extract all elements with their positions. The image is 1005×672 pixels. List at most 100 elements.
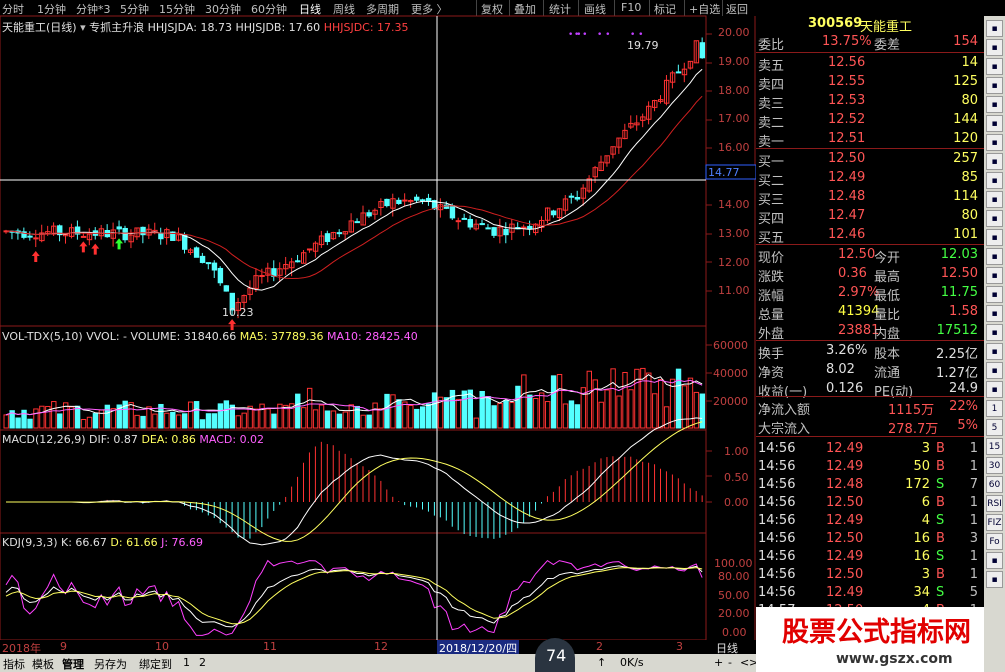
period-shortcut-button[interactable]: 5 [986, 419, 1003, 436]
tick-volume: 3 [921, 567, 930, 582]
tick-time: 14:56 [758, 585, 796, 600]
layout-tab-1[interactable]: 1 [183, 656, 190, 669]
zoom-out-button[interactable]: - [728, 656, 732, 669]
candle-body [420, 199, 426, 202]
add-watchlist-button[interactable]: +自选 [689, 3, 721, 16]
kline-chart-area[interactable]: • •• • • • • • 20.00 19.00 18.00 17.00 16.… [0, 0, 756, 672]
tick-row: 14:56 12.50 6 B 1 [756, 494, 984, 513]
cursor-price-box [705, 164, 756, 180]
back-button[interactable]: 返回 [726, 3, 748, 16]
volume-bar [15, 417, 21, 429]
volume-bar [658, 379, 664, 429]
zoom-in-button[interactable]: + [714, 656, 724, 669]
period-tab-60min[interactable]: 60分钟 [251, 3, 287, 16]
volume-bar [122, 400, 128, 429]
period-shortcut-button[interactable]: 15 [986, 438, 1003, 455]
candle-body [68, 227, 75, 237]
period-shortcut-button[interactable]: 1 [986, 400, 1003, 417]
stock-period-title: 天能重工(日线) [2, 21, 77, 34]
period-tab-30min[interactable]: 30分钟 [205, 3, 241, 16]
tick-price: 12.50 [826, 495, 864, 510]
period-shortcut-button[interactable]: RSI [986, 495, 1003, 512]
period-shortcut-button[interactable]: 60 [986, 476, 1003, 493]
period-tab-timeshare[interactable]: 分时 [2, 3, 24, 16]
bid-row: 买五 12.46 101 [756, 226, 984, 246]
tool-button[interactable]: ▪ [986, 571, 1003, 588]
candle-body [187, 249, 194, 253]
candle-body [616, 137, 622, 148]
tick-price: 12.49 [826, 441, 864, 456]
tool-button[interactable]: ▪ [986, 381, 1003, 398]
tool-button[interactable]: ▪ [986, 77, 1003, 94]
layout-tab-2[interactable]: 2 [199, 656, 206, 669]
indicator-tab[interactable]: 指标 [3, 658, 25, 671]
tool-button[interactable]: ▪ [986, 96, 1003, 113]
tool-button[interactable]: ▪ [986, 134, 1003, 151]
dropdown-icon[interactable]: ▾ [80, 21, 86, 34]
f10-button[interactable]: F10 [621, 1, 642, 14]
tick-count: 1 [969, 549, 978, 564]
period-tab-1min[interactable]: 1分钟 [37, 3, 66, 16]
tool-button[interactable]: ▪ [986, 115, 1003, 132]
period-tab-3min[interactable]: 分钟*3 [76, 3, 111, 16]
tool-button[interactable]: ▪ [986, 191, 1003, 208]
tool-button[interactable]: ▪ [986, 210, 1003, 227]
candle-body [675, 71, 682, 74]
period-tab-multi[interactable]: 多周期 [366, 3, 399, 16]
fund-value: 8.02 [826, 362, 855, 377]
tool-button[interactable]: ▪ [986, 39, 1003, 56]
scroll-left-button[interactable]: < [740, 656, 750, 669]
tool-button[interactable]: ▪ [986, 172, 1003, 189]
tick-time: 14:56 [758, 567, 796, 582]
date-label: 12 [374, 640, 388, 653]
tool-button[interactable]: ▪ [986, 343, 1003, 360]
bid-price: 12.47 [828, 208, 866, 223]
candle-body [330, 232, 337, 240]
tool-button[interactable]: ▪ [986, 552, 1003, 569]
bid-volume: 101 [953, 227, 978, 242]
candle-body [414, 196, 420, 201]
volume-bar [586, 370, 592, 429]
period-shortcut-button[interactable]: FIZ [986, 514, 1003, 531]
period-shortcut-button[interactable]: 30 [986, 457, 1003, 474]
save-as-tab[interactable]: 另存为 [94, 658, 127, 671]
kdj-tick-label: 0.00 [722, 626, 747, 639]
period-tab-daily[interactable]: 日线 [299, 3, 321, 16]
tool-button[interactable]: ▪ [986, 324, 1003, 341]
period-tab-15min[interactable]: 15分钟 [159, 3, 195, 16]
bind-to-tab[interactable]: 绑定到 [139, 658, 172, 671]
tool-button[interactable]: ▪ [986, 305, 1003, 322]
tool-button[interactable]: ▪ [986, 248, 1003, 265]
tool-button[interactable]: ▪ [986, 20, 1003, 37]
adjust-button[interactable]: 复权 [481, 3, 503, 16]
tick-side: S [936, 549, 945, 564]
tool-button[interactable]: ▪ [986, 286, 1003, 303]
volume-bar [68, 406, 75, 429]
period-shortcut-button[interactable]: Fo [986, 533, 1003, 550]
low-price-label: 10.23 [222, 306, 254, 319]
draw-line-button[interactable]: 画线 [584, 3, 606, 16]
quote-label: 外盘 [758, 327, 785, 342]
quote-panel: 300569 天能重工 委比 13.75% 委差 154 卖五 12.56 14 卖四… [756, 16, 984, 641]
dot-marker: • • [597, 30, 610, 40]
volume-bar [193, 401, 200, 429]
tick-side: B [936, 495, 945, 510]
tool-button[interactable]: ▪ [986, 153, 1003, 170]
tick-price: 12.48 [826, 477, 864, 492]
period-tab-weekly[interactable]: 周线 [333, 3, 355, 16]
period-tab-more[interactable]: 更多 〉 [411, 3, 448, 16]
period-tab-5min[interactable]: 5分钟 [120, 3, 149, 16]
candle-body [461, 217, 468, 220]
template-tab[interactable]: 模板 [32, 658, 54, 671]
overlay-button[interactable]: 叠加 [514, 3, 536, 16]
tool-button[interactable]: ▪ [986, 267, 1003, 284]
candle-body [318, 235, 325, 246]
stats-button[interactable]: 统计 [549, 3, 571, 16]
candle-body [586, 178, 592, 192]
manage-tab[interactable]: 管理 [62, 658, 84, 671]
scroll-right-button[interactable]: > [749, 656, 759, 669]
tool-button[interactable]: ▪ [986, 229, 1003, 246]
mark-button[interactable]: 标记 [654, 3, 676, 16]
tool-button[interactable]: ▪ [986, 58, 1003, 75]
tool-button[interactable]: ▪ [986, 362, 1003, 379]
